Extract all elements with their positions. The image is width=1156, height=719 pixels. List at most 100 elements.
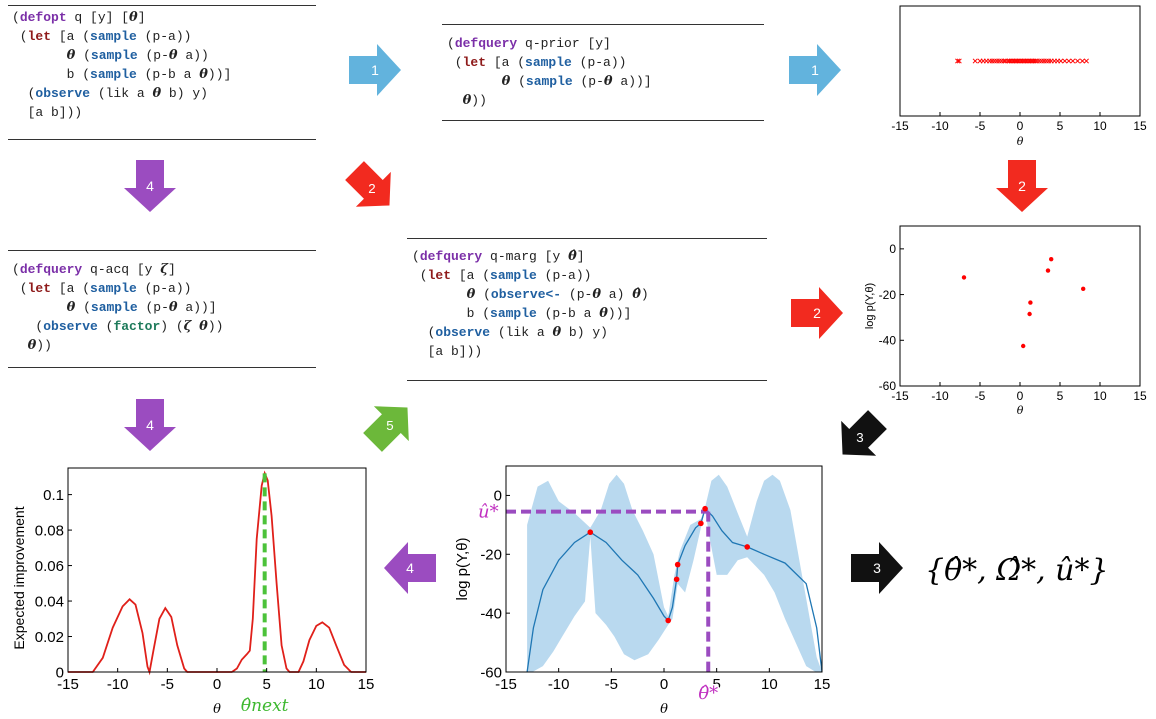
code-token: observe <box>435 325 491 340</box>
code-token: θ <box>66 48 76 63</box>
y-tick-label: -60 <box>480 664 502 681</box>
code-line: θ (sample (p-θ a))] <box>447 72 652 91</box>
code-line: b (sample (p-b a θ))] <box>12 65 232 84</box>
observation-point <box>673 576 680 583</box>
step-arrow: 1 <box>349 44 401 96</box>
code-token: ζ <box>160 262 168 277</box>
step-arrow: 5 <box>363 406 409 452</box>
code-token: ( <box>447 55 463 70</box>
code-token: θ̂ <box>568 249 577 264</box>
chart-prior-samples: -15 -10 -5 0 5 10 15 θ <box>891 5 1147 148</box>
code-line: (observe (factor) (ζ θ)) <box>12 317 223 336</box>
sample-marker <box>1079 58 1085 64</box>
sample-point <box>1045 268 1051 273</box>
sample-marker <box>955 58 961 64</box>
y-tick-label: 0.04 <box>35 593 64 610</box>
code-token: observe <box>43 319 98 334</box>
code-token: ) ( <box>160 319 184 334</box>
code-token: ))] <box>607 306 632 321</box>
arrow-shape <box>996 160 1048 212</box>
arrow-label-group: 4 <box>146 178 154 194</box>
code-line: (observe (lik a θ b) y) <box>412 323 649 342</box>
code-token: let <box>27 29 52 44</box>
code-token: sample <box>90 281 137 296</box>
code-token: [a ( <box>51 29 91 44</box>
code-token: observe<- <box>490 287 562 302</box>
optimum-theta-label: θ̂* <box>698 683 718 704</box>
x-axis-label: θ <box>1017 135 1024 148</box>
x-tick-label: -5 <box>605 676 618 693</box>
arrow-label: 2 <box>1018 178 1026 194</box>
y-tick-label: -40 <box>480 605 502 622</box>
code-token: θ <box>599 306 608 321</box>
x-tick-label: 5 <box>262 676 270 693</box>
code-token: sample <box>90 29 137 44</box>
code-token: let <box>427 268 452 283</box>
code-token: (lik a <box>90 86 153 101</box>
code-line: θ)) <box>447 91 652 110</box>
code-line: θ (sample (p-θ a))] <box>12 298 223 317</box>
confidence-band <box>527 474 822 672</box>
arrow-label-group: 3 <box>873 560 881 576</box>
y-tick-label: 0 <box>494 488 502 505</box>
x-tick-label: -15 <box>495 676 517 693</box>
code-line: (observe (lik a θ b) y) <box>12 84 231 103</box>
code-token: ( <box>12 281 28 296</box>
arrow-label-group: 5 <box>386 418 393 433</box>
code-rule-top <box>8 5 316 6</box>
x-tick-label: 10 <box>1093 389 1107 403</box>
arrow-label: 2 <box>368 181 375 196</box>
code-token: θ <box>462 93 472 108</box>
x-tick-label: -10 <box>107 676 129 693</box>
code-token: a) <box>601 287 633 302</box>
arrow-shape <box>791 287 843 339</box>
code-line: (let [a (sample (p-a)) <box>12 279 223 298</box>
code-token: θ <box>592 287 601 302</box>
code-token: ] <box>167 262 176 277</box>
code-token: sample <box>490 306 537 321</box>
x-tick-label: 15 <box>1133 389 1147 403</box>
sample-marker <box>1001 58 1007 64</box>
code-token: b) y) <box>161 86 208 101</box>
observation-point <box>674 561 681 568</box>
y-axis-label: Expected improvement <box>11 506 27 649</box>
code-token: θ <box>501 74 511 89</box>
step-arrow: 4 <box>124 160 176 212</box>
code-q-marg: (defquery q-marg [y θ̂] (let [a (sample … <box>412 247 649 361</box>
y-tick-label: -20 <box>480 547 502 564</box>
step-arrow: 3 <box>841 410 887 456</box>
code-token: defquery <box>454 36 518 51</box>
sample-marker <box>1032 58 1038 64</box>
sample-marker <box>972 58 978 64</box>
code-token: θ <box>27 338 37 353</box>
arrow-shape <box>345 161 391 207</box>
code-token: ζ <box>183 319 192 334</box>
plot-area <box>526 474 822 672</box>
code-token: [a b])) <box>12 105 83 120</box>
code-token: )) <box>471 93 487 108</box>
sample-marker <box>1058 58 1064 64</box>
x-axis-label: θ <box>1017 404 1024 417</box>
code-token: ] <box>576 249 585 264</box>
x-tick-label: 10 <box>308 676 325 693</box>
code-line: (defquery q-acq [y ζ] <box>12 260 223 279</box>
sample-point <box>1081 286 1086 292</box>
arrow-shape <box>363 406 409 452</box>
y-tick-label: 0.06 <box>35 558 64 575</box>
arrow-label: 1 <box>371 62 379 78</box>
code-token: defquery <box>19 262 83 277</box>
observation-point <box>665 617 672 624</box>
sample-marker <box>1066 58 1072 64</box>
arrow-label-group: 1 <box>811 62 819 78</box>
x-tick-label: -5 <box>975 389 986 403</box>
code-token: sample <box>90 67 137 82</box>
arrow-label-group: 2 <box>813 305 821 321</box>
x-tick-label: -5 <box>975 119 986 133</box>
optimum-value-label: û* <box>478 502 499 523</box>
code-token: θ <box>66 300 76 315</box>
code-token: ( <box>412 325 436 340</box>
sample-point <box>1027 311 1032 317</box>
code-token: θ̂ <box>632 287 641 302</box>
plot-frame <box>899 5 1141 117</box>
step-arrow: 4 <box>384 542 436 594</box>
